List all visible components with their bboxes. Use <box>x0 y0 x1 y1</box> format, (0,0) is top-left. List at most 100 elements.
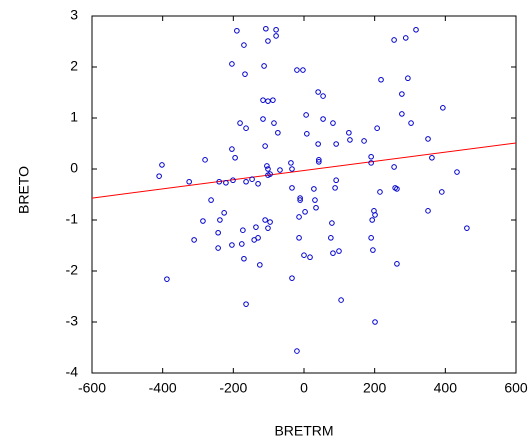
point <box>240 227 246 233</box>
point <box>229 242 235 248</box>
point <box>454 169 460 175</box>
y-tick-label: 3 <box>70 7 78 23</box>
point <box>267 219 273 225</box>
point <box>264 163 270 169</box>
point <box>320 116 326 122</box>
point <box>316 159 322 165</box>
point <box>313 204 319 211</box>
point <box>229 146 235 152</box>
point <box>265 98 271 104</box>
point <box>336 248 342 254</box>
point <box>164 276 170 282</box>
plot-frame <box>91 15 517 374</box>
x-tick-label: 600 <box>504 380 528 396</box>
point <box>229 61 235 67</box>
point <box>368 235 374 241</box>
point <box>425 208 431 214</box>
point <box>329 220 335 226</box>
point <box>241 255 247 262</box>
point <box>243 125 249 131</box>
point <box>368 153 374 160</box>
point <box>320 93 326 99</box>
point <box>303 112 309 118</box>
point <box>257 262 263 268</box>
point <box>316 157 322 163</box>
point <box>328 235 334 241</box>
point <box>370 247 376 253</box>
point <box>368 160 374 166</box>
point <box>255 235 261 241</box>
point <box>296 214 302 220</box>
x-tick-label: 0 <box>300 380 308 396</box>
point <box>347 137 353 143</box>
point <box>273 33 279 39</box>
point <box>378 76 384 83</box>
point <box>288 160 294 166</box>
point <box>439 189 445 195</box>
point <box>312 197 318 203</box>
point <box>440 105 446 111</box>
point <box>377 189 383 195</box>
point <box>262 217 268 223</box>
point <box>223 179 229 186</box>
point <box>263 25 269 32</box>
point <box>208 197 214 203</box>
y-tick-label: -1 <box>66 211 79 227</box>
point <box>307 254 313 261</box>
point <box>333 177 339 184</box>
point <box>301 252 307 258</box>
point <box>333 141 339 147</box>
point <box>277 167 283 173</box>
point <box>289 185 295 191</box>
point <box>215 245 221 251</box>
point <box>338 297 344 303</box>
point <box>302 209 308 215</box>
point <box>255 180 261 187</box>
x-tick-label: -400 <box>149 380 177 396</box>
point <box>315 141 321 147</box>
point <box>402 35 409 41</box>
point <box>394 261 400 267</box>
point <box>297 195 303 201</box>
point <box>273 26 279 33</box>
point <box>394 186 400 192</box>
point <box>372 212 378 218</box>
point <box>332 185 338 191</box>
point <box>243 301 249 307</box>
point <box>408 120 414 126</box>
point <box>464 225 470 231</box>
point <box>297 197 303 203</box>
point <box>200 218 206 224</box>
point <box>391 164 397 170</box>
x-tick-label: 200 <box>363 380 387 396</box>
point <box>289 275 295 281</box>
point <box>241 42 247 48</box>
point <box>391 37 397 43</box>
point <box>260 97 266 103</box>
fit-line <box>91 142 517 199</box>
point <box>374 125 380 131</box>
y-tick-label: 2 <box>70 58 78 74</box>
y-tick-label: -2 <box>66 262 79 278</box>
point <box>271 120 277 126</box>
point <box>261 63 267 69</box>
y-tick-label: 1 <box>70 109 78 125</box>
point <box>296 235 302 241</box>
y-axis-label: BRETO <box>16 166 32 214</box>
point <box>202 157 208 163</box>
x-tick-label: -200 <box>219 380 247 396</box>
point <box>253 224 259 230</box>
point <box>234 27 240 34</box>
point <box>315 89 321 95</box>
point <box>215 229 221 236</box>
point <box>429 154 435 161</box>
point <box>239 241 245 247</box>
point <box>275 129 281 136</box>
point <box>249 176 255 182</box>
point <box>405 75 411 82</box>
point <box>237 120 243 126</box>
point <box>311 186 317 192</box>
x-tick-label: 400 <box>434 380 458 396</box>
point <box>265 166 271 172</box>
